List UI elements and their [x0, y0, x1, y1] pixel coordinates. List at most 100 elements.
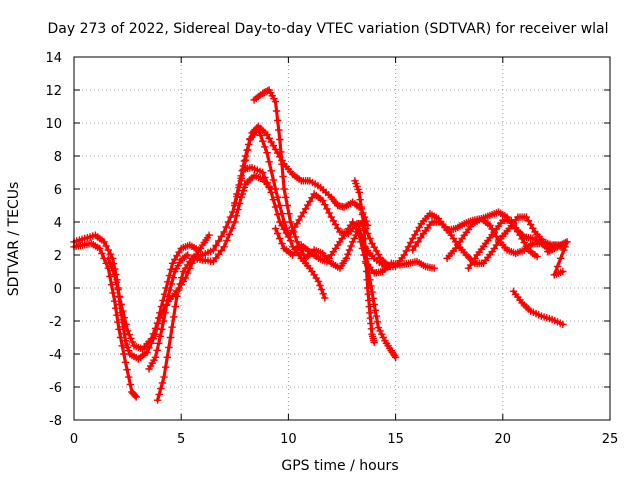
data-point-marker [267, 188, 275, 196]
data-point-marker [279, 172, 287, 181]
series-arc-15 [464, 216, 541, 272]
y-tick-label: 14 [45, 51, 62, 66]
data-point-marker [235, 183, 243, 192]
data-point-marker [102, 259, 110, 267]
x-tick-label: 0 [70, 432, 78, 447]
data-point-marker [174, 286, 183, 294]
y-tick-label: 10 [45, 117, 62, 132]
y-tick-label: -2 [49, 315, 62, 330]
series-arc-7 [237, 125, 329, 302]
data-point-marker [259, 168, 267, 177]
x-tick-label: 5 [177, 432, 185, 447]
y-tick-label: 4 [54, 216, 62, 231]
data-point-marker [220, 243, 228, 251]
data-point-marker [278, 210, 286, 218]
data-point-marker [360, 234, 369, 243]
data-point-marker [100, 238, 108, 246]
data-point-marker [507, 216, 516, 225]
data-point-marker [151, 353, 160, 361]
data-point-marker [263, 149, 271, 157]
data-point-marker [109, 267, 117, 275]
series-arc-17 [544, 238, 571, 279]
data-point-marker [274, 229, 282, 238]
x-tick-label: 10 [280, 432, 297, 447]
data-point-marker [357, 238, 365, 246]
data-point-marker [363, 276, 371, 284]
data-point-marker [156, 332, 164, 340]
data-point-marker [323, 205, 331, 213]
data-point-marker [261, 173, 269, 182]
data-point-marker [107, 281, 116, 289]
data-point-marker [274, 210, 282, 219]
data-point-marker [278, 239, 286, 248]
data-point-marker [104, 246, 112, 254]
series-arc-16 [509, 287, 567, 328]
data-point-marker [282, 193, 290, 201]
data-point-marker [122, 320, 130, 328]
data-point-marker [293, 238, 301, 246]
data-point-marker [272, 107, 281, 115]
data-point-marker [128, 338, 137, 346]
y-tick-label: 12 [45, 84, 62, 99]
data-point-marker [112, 278, 120, 286]
y-tick-label: 8 [54, 150, 62, 165]
data-point-marker [518, 235, 526, 243]
data-point-marker [107, 262, 116, 271]
data-point-marker [241, 156, 250, 164]
data-point-marker [122, 340, 131, 348]
data-point-marker [402, 247, 410, 255]
data-point-marker [280, 225, 288, 234]
data-point-marker [175, 248, 183, 256]
data-point-marker [155, 390, 163, 399]
data-point-marker [269, 176, 278, 184]
data-point-marker [265, 158, 273, 166]
plot-frame [73, 56, 611, 421]
data-point-marker [167, 265, 175, 274]
data-point-marker [365, 296, 373, 305]
data-point-marker [347, 242, 355, 250]
data-point-marker [288, 223, 296, 231]
data-point-marker [81, 234, 89, 243]
data-point-marker [114, 318, 122, 326]
data-point-marker [163, 300, 171, 309]
data-point-marker [304, 201, 312, 209]
data-point-marker [276, 234, 284, 243]
data-point-marker [283, 201, 291, 210]
data-point-marker [121, 358, 130, 366]
data-point-marker [278, 160, 286, 168]
data-point-marker [205, 231, 213, 239]
data-point-marker [98, 249, 106, 258]
data-point-marker [291, 233, 300, 241]
data-point-marker [217, 232, 226, 241]
axis-ticks: 0 5 10 15 20 25 -8 -6 -4 -2 0 2 4 6 8 10 12 14 [45, 51, 618, 447]
series-arc-1 [70, 231, 203, 363]
data-point-marker [215, 237, 223, 245]
data-point-marker [158, 325, 166, 333]
data-point-marker [120, 350, 128, 358]
data-point-marker [319, 290, 327, 298]
data-point-marker [131, 392, 139, 400]
data-point-marker [559, 320, 567, 328]
data-point-marker [364, 290, 372, 298]
data-point-marker [220, 228, 228, 236]
data-point-marker [115, 325, 123, 333]
data-point-marker [183, 251, 192, 259]
data-point-marker [209, 246, 218, 254]
data-point-marker [411, 242, 420, 250]
data-point-marker [165, 271, 174, 280]
data-point-marker [163, 353, 171, 361]
x-tick-label: 20 [495, 432, 512, 447]
data-point-marker [406, 238, 415, 247]
data-point-marker [123, 366, 131, 374]
data-point-marker [356, 196, 364, 204]
x-tick-label: 15 [387, 432, 404, 447]
data-point-marker [372, 312, 380, 320]
data-point-marker [121, 337, 130, 345]
data-point-marker [86, 233, 94, 241]
data-point-marker [286, 236, 295, 245]
data-point-marker [224, 218, 233, 226]
data-point-marker [355, 231, 363, 239]
data-point-marker [118, 342, 126, 350]
data-point-marker [178, 274, 186, 282]
data-point-marker [119, 307, 127, 315]
